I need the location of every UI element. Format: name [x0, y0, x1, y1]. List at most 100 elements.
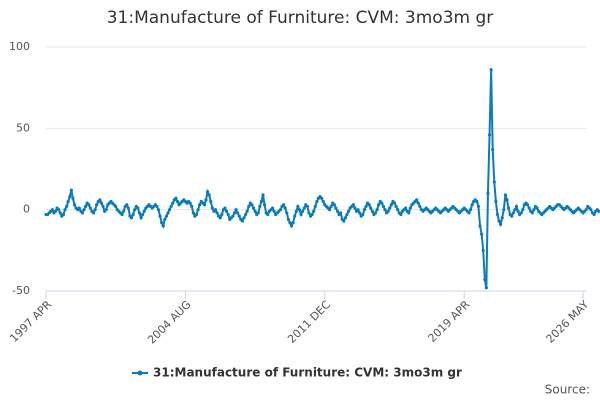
point	[232, 211, 237, 215]
point	[207, 193, 211, 197]
point	[64, 204, 69, 209]
point	[294, 209, 298, 213]
point	[213, 208, 218, 212]
point	[476, 204, 481, 209]
point	[120, 212, 124, 217]
point	[272, 209, 276, 213]
point	[164, 214, 168, 218]
point	[394, 204, 398, 209]
point	[160, 221, 164, 225]
point	[373, 211, 378, 215]
point	[136, 206, 140, 210]
point	[194, 212, 199, 217]
point	[503, 193, 507, 197]
point	[231, 214, 235, 218]
point	[98, 198, 102, 202]
point	[137, 211, 142, 215]
point	[589, 208, 593, 212]
point	[215, 211, 219, 215]
point	[514, 204, 519, 209]
point	[392, 201, 397, 205]
point	[480, 232, 484, 236]
point	[198, 203, 202, 207]
point	[169, 204, 173, 209]
point	[380, 201, 384, 205]
point	[313, 204, 317, 209]
point	[499, 222, 503, 226]
point	[93, 208, 97, 212]
point	[131, 212, 135, 217]
point	[58, 211, 62, 215]
point	[301, 209, 305, 213]
point	[470, 203, 474, 207]
point	[486, 191, 490, 195]
point	[494, 199, 498, 204]
point	[188, 201, 192, 205]
point	[87, 203, 91, 207]
point	[484, 286, 488, 290]
point	[155, 204, 159, 209]
point	[375, 208, 379, 212]
point	[242, 216, 246, 220]
point	[305, 204, 309, 209]
point	[415, 198, 419, 202]
point	[196, 208, 200, 212]
point	[69, 188, 73, 192]
x-tick-label: 1997 APR	[7, 298, 54, 345]
point	[171, 201, 175, 205]
point	[361, 212, 365, 217]
point	[167, 208, 172, 212]
point	[82, 208, 86, 212]
x-tick-label: 2026 MAY	[544, 298, 592, 346]
point	[495, 212, 500, 217]
point	[61, 212, 66, 217]
point	[129, 216, 134, 220]
point	[492, 180, 496, 184]
point	[236, 211, 240, 215]
point	[190, 204, 194, 209]
chart-title: 31:Manufacture of Furniture: CVM: 3mo3m …	[107, 8, 494, 28]
series-line	[46, 69, 600, 288]
point	[383, 208, 387, 212]
point	[467, 211, 471, 215]
point	[532, 208, 536, 212]
point	[505, 198, 509, 202]
point	[335, 209, 340, 213]
point	[247, 204, 251, 209]
point	[243, 212, 248, 217]
point	[513, 208, 517, 212]
point	[288, 221, 292, 225]
point	[191, 211, 195, 215]
point	[399, 212, 403, 217]
point	[506, 206, 511, 210]
point	[530, 211, 534, 215]
point	[475, 199, 479, 204]
point	[497, 219, 501, 223]
point	[71, 196, 75, 200]
point	[502, 208, 506, 212]
point	[388, 206, 392, 210]
point	[166, 211, 170, 215]
point	[224, 209, 229, 213]
point	[209, 199, 213, 204]
point	[339, 211, 343, 215]
point	[251, 206, 256, 210]
point	[125, 203, 129, 207]
point	[343, 216, 347, 220]
point	[163, 217, 167, 222]
point	[468, 208, 473, 212]
point	[370, 209, 374, 213]
x-tick-label: 2011 DEC	[285, 298, 333, 346]
x-tick-label: 2019 APR	[426, 298, 473, 345]
point	[321, 199, 325, 204]
point	[226, 212, 230, 217]
point	[205, 190, 210, 194]
point	[114, 204, 118, 209]
point	[141, 212, 145, 217]
y-tick-label: -50	[12, 284, 30, 297]
point	[396, 208, 400, 212]
point	[175, 199, 180, 204]
point	[377, 203, 381, 207]
point	[327, 208, 332, 212]
point	[592, 212, 596, 217]
